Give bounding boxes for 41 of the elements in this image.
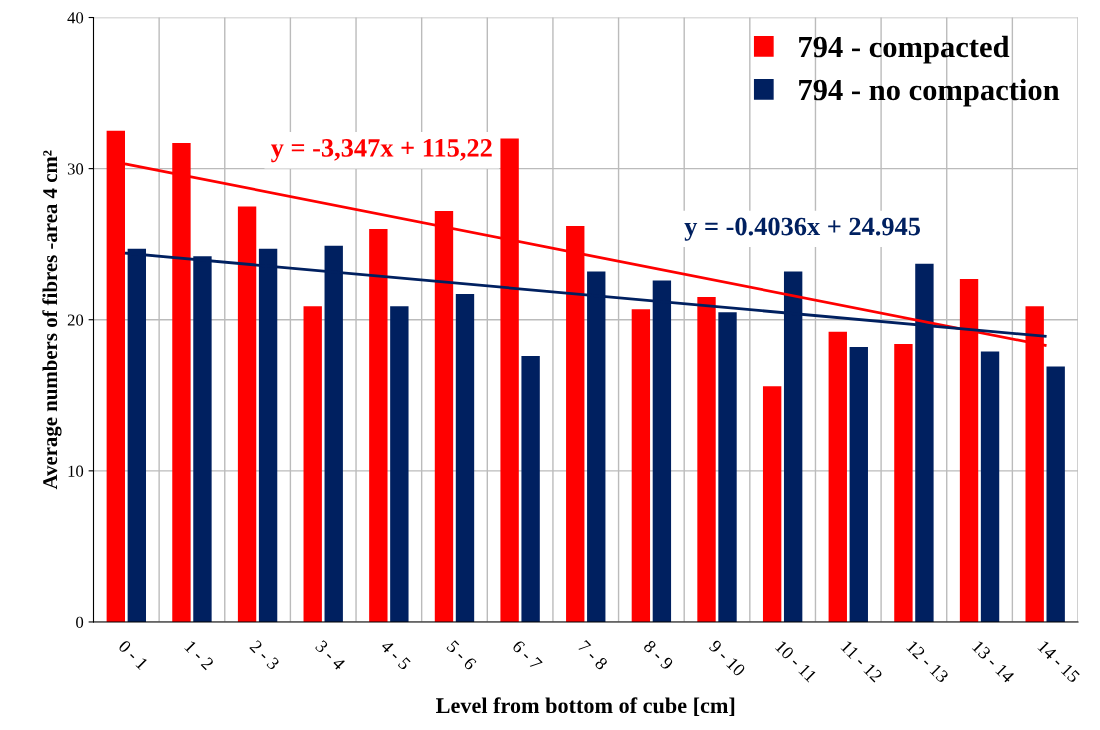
annotation: y = -3,347x + 115,22 — [270, 139, 492, 163]
x-tick-label: 10 - 11 — [774, 640, 818, 683]
bar — [521, 356, 540, 622]
bar — [631, 309, 651, 622]
y-tick-label: 30 — [67, 163, 84, 175]
bar — [455, 294, 475, 622]
bar — [762, 386, 782, 622]
bar — [828, 331, 847, 622]
y-tick-label: 40 — [67, 12, 84, 24]
x-tick-label: 5 - 6 — [446, 639, 478, 671]
bar — [980, 351, 1000, 622]
x-tick-label: 9 - 10 — [708, 639, 746, 677]
bar — [303, 306, 322, 622]
legend-label: 794 - compacted — [799, 35, 1010, 64]
x-axis-title: Level from bottom of cube [cm] — [436, 697, 735, 716]
y-tick-label: 20 — [67, 314, 84, 326]
bar — [697, 297, 716, 622]
x-tick-label: 0 - 1 — [117, 639, 149, 671]
bar — [1046, 366, 1065, 622]
x-tick-label: 13 - 14 — [971, 640, 1016, 684]
bar — [237, 206, 257, 622]
bar — [849, 346, 868, 622]
y-tick-label: 10 — [68, 465, 84, 477]
x-tick-label: 3 - 4 — [314, 639, 347, 671]
bar — [718, 312, 737, 622]
y-axis-title: Average numbers of fibres -area 4 cm² — [42, 150, 62, 490]
bar — [390, 306, 409, 622]
x-tick-label: 2 - 3 — [249, 639, 281, 671]
bar — [369, 229, 388, 622]
x-tick-label: 8 - 9 — [642, 639, 674, 671]
legend-label: 794 - no compaction — [799, 78, 1060, 107]
x-tick-label: 1 - 2 — [184, 640, 215, 671]
y-tick-label: 0 — [76, 616, 84, 628]
x-tick-label: 7 - 8 — [577, 639, 609, 671]
x-tick-label: 6 - 7 — [511, 639, 543, 671]
x-tick-label: 14 - 15 — [1037, 640, 1081, 684]
bar — [894, 343, 913, 622]
x-tick-label: 4 - 5 — [380, 639, 412, 671]
x-tick-label: 11 - 12 — [840, 640, 883, 683]
x-tick-label: 12 - 13 — [906, 640, 950, 684]
annotation: y = -0.4036x + 24.945 — [684, 217, 921, 241]
